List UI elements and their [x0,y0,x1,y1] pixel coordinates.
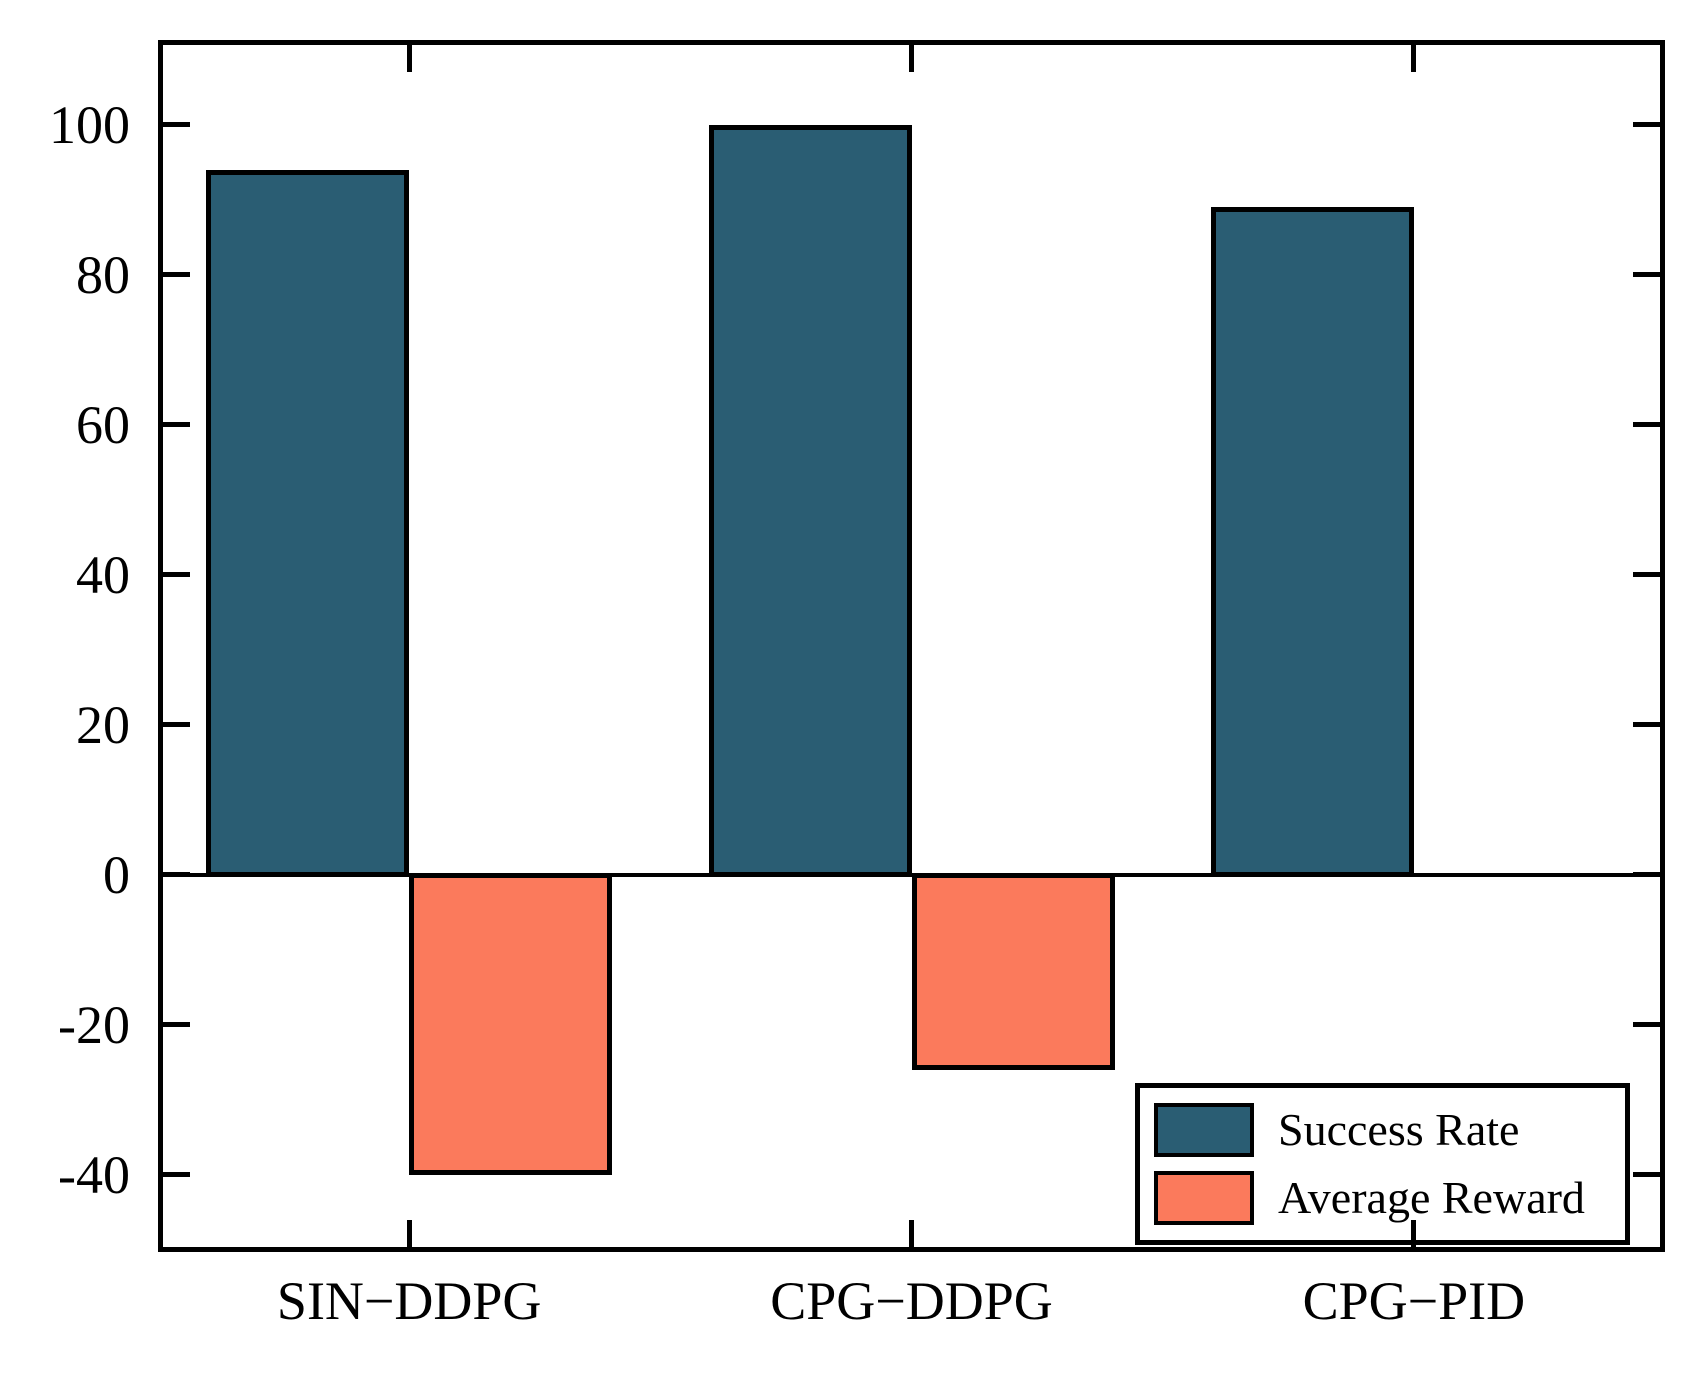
y-tick-label: -40 [58,1144,130,1205]
bar-success-rate-cpg-pid [1210,207,1414,877]
legend-swatch-average-reward [1154,1171,1254,1225]
x-tick-mark-top [406,45,412,72]
x-tick-mark-top [1411,45,1417,72]
y-tick-mark-right [1633,1022,1660,1028]
legend-label: Average Reward [1278,1172,1585,1223]
y-tick-label: 40 [76,544,130,605]
bar-average-reward-sin-ddpg [409,872,613,1175]
bar-average-reward-cpg-ddpg [911,872,1115,1070]
y-tick-mark-right [1633,1172,1660,1178]
legend-swatch-success-rate [1154,1103,1254,1157]
x-tick-mark-bottom [1411,1220,1417,1247]
legend-item-success-rate: Success Rate [1154,1099,1611,1161]
y-tick-mark-right [1633,572,1660,578]
x-category-label-cpg-ddpg: CPG−DDPG [770,1271,1053,1331]
y-tick-mark-left [163,572,190,578]
y-tick-mark-left [163,272,190,278]
y-tick-label: 80 [76,244,130,305]
legend: Success Rate Average Reward [1135,1083,1630,1245]
y-tick-mark-right [1633,722,1660,728]
x-tick-mark-top [909,45,914,72]
y-tick-mark-left [163,1022,190,1028]
y-tick-label: -20 [58,994,130,1055]
y-tick-label: 60 [76,394,130,455]
y-tick-mark-left [163,122,190,128]
x-tick-mark-bottom [406,1220,412,1247]
y-tick-label: 20 [76,694,130,755]
x-category-label-sin-ddpg: SIN−DDPG [276,1271,542,1331]
y-tick-mark-right [1633,272,1660,278]
y-tick-mark-right [1633,122,1660,128]
y-tick-mark-left [163,422,190,428]
y-tick-mark-left [163,722,190,728]
x-category-label-cpg-pid: CPG−PID [1302,1271,1526,1331]
y-tick-label: 100 [49,94,130,155]
legend-label: Success Rate [1278,1104,1520,1155]
legend-item-average-reward: Average Reward [1154,1167,1611,1229]
bar-success-rate-cpg-ddpg [708,124,912,877]
x-tick-mark-bottom [909,1220,914,1247]
y-tick-mark-right [1633,422,1660,428]
y-tick-mark-left [163,1172,190,1178]
y-tick-label: 0 [103,844,130,905]
bar-success-rate-sin-ddpg [206,169,410,877]
